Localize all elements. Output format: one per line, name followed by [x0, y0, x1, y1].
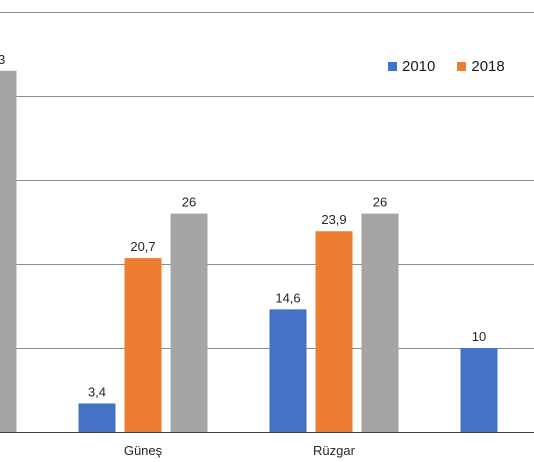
category-label: Güneş: [124, 443, 163, 458]
data-label: 20,7: [130, 239, 155, 254]
legend-item-2010: 2010: [388, 58, 435, 75]
data-label: 3,4: [88, 384, 106, 399]
x-axis-labels: …lektrikGüneşRüzgar: [124, 443, 356, 458]
bar-2010-3: [460, 348, 498, 432]
legend-swatch-2018: [457, 62, 467, 71]
bar-2010-2: [269, 309, 307, 432]
legend-label-2010: 2010: [402, 58, 436, 75]
data-label: 43: [0, 52, 5, 67]
legend-item-2018: 2018: [457, 58, 505, 75]
category-label: Rüzgar: [313, 443, 356, 458]
bars: [0, 70, 498, 433]
data-label: 10: [472, 329, 486, 344]
bar-2018-1: [124, 258, 162, 432]
bar-2010-1: [78, 403, 116, 432]
bar-series3-1: [170, 213, 208, 432]
data-label: 14,6: [275, 290, 300, 305]
legend: 2010 2018: [388, 58, 527, 75]
bar-series3-2: [361, 213, 399, 432]
gridlines: [0, 12, 534, 433]
bar-series3-0: [0, 70, 17, 433]
legend-label-2018: 2018: [471, 58, 505, 75]
legend-swatch-2010: [388, 62, 397, 71]
data-label: 23,9: [321, 212, 346, 227]
data-label: 26: [182, 195, 196, 210]
data-label: 26: [373, 195, 387, 210]
bar-2018-2: [315, 231, 353, 432]
